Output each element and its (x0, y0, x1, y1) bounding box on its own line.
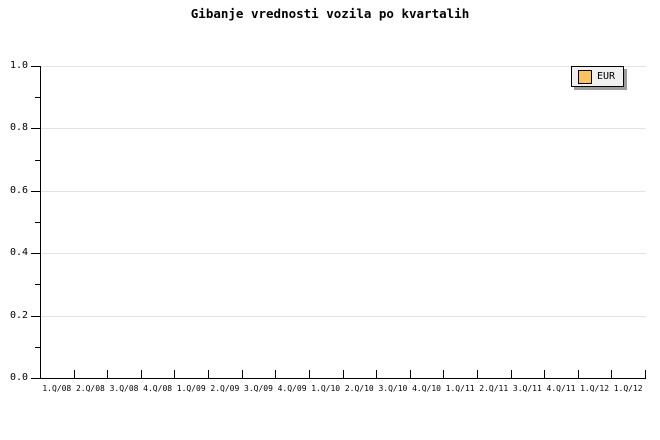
y-axis-major-tick (31, 378, 40, 379)
x-tick-label: 1.Q/11 (445, 384, 475, 393)
x-axis-tick (74, 370, 75, 378)
x-tick-label: 4.Q/08 (143, 384, 173, 393)
y-tick-label: 0.6 (9, 185, 28, 196)
y-axis-minor-tick (35, 222, 40, 223)
x-axis-tick (611, 370, 612, 378)
x-axis-tick (511, 370, 512, 378)
x-axis-tick (343, 370, 344, 378)
y-axis-minor-tick (35, 347, 40, 348)
y-gridline (41, 128, 646, 129)
plot-area (31, 66, 646, 379)
x-axis-tick (578, 370, 579, 378)
x-tick-label: 1.Q/12 (613, 384, 643, 393)
x-axis-tick (443, 370, 444, 378)
y-gridline (41, 316, 646, 317)
legend-box: EUR (571, 66, 624, 87)
x-tick-label: 4.Q/11 (546, 384, 576, 393)
x-axis-tick (107, 370, 108, 378)
x-axis-tick (174, 370, 175, 378)
y-axis-major-tick (31, 66, 40, 67)
x-axis-tick (645, 370, 646, 378)
x-axis-tick (141, 370, 142, 378)
x-tick-label: 3.Q/11 (512, 384, 542, 393)
legend-label-eur: EUR (597, 71, 616, 82)
chart-title: Gibanje vrednosti vozila po kvartalih (190, 6, 470, 21)
y-gridline (41, 253, 646, 254)
y-gridline (41, 66, 646, 67)
x-tick-label: 2.Q/10 (344, 384, 374, 393)
x-tick-label: 1.Q/10 (311, 384, 341, 393)
y-tick-label: 0.2 (9, 310, 28, 321)
x-tick-label: 4.Q/09 (277, 384, 307, 393)
y-axis-major-tick (31, 128, 40, 129)
x-axis-tick (275, 370, 276, 378)
x-tick-label: 2.Q/08 (75, 384, 105, 393)
x-tick-label: 4.Q/10 (412, 384, 441, 393)
x-axis-tick (242, 370, 243, 378)
y-axis-minor-tick (35, 97, 40, 98)
x-tick-label: 2.Q/09 (210, 384, 240, 393)
x-tick-label: 3.Q/09 (244, 384, 273, 393)
y-axis-major-tick (31, 316, 40, 317)
x-axis-tick (544, 370, 545, 378)
x-axis-tick (309, 370, 310, 378)
x-axis-tick (477, 370, 478, 378)
y-axis-minor-tick (35, 284, 40, 285)
y-tick-label: 0.0 (9, 372, 28, 383)
x-tick-label: 1.Q/12 (580, 384, 610, 393)
x-tick-label: 3.Q/08 (109, 384, 139, 393)
y-axis-major-tick (31, 253, 40, 254)
y-tick-label: 1.0 (9, 60, 28, 71)
x-tick-label: 3.Q/10 (378, 384, 408, 393)
x-tick-label: 2.Q/11 (479, 384, 509, 393)
y-tick-label: 0.8 (9, 122, 28, 133)
x-axis-tick (410, 370, 411, 378)
y-axis-minor-tick (35, 160, 40, 161)
legend-swatch-eur (578, 70, 592, 84)
x-tick-label: 1.Q/08 (42, 384, 72, 393)
y-gridline (41, 191, 646, 192)
x-axis-tick (376, 370, 377, 378)
y-tick-label: 0.4 (9, 247, 28, 258)
y-axis-major-tick (31, 191, 40, 192)
x-axis-tick (208, 370, 209, 378)
x-tick-label: 1.Q/09 (176, 384, 206, 393)
